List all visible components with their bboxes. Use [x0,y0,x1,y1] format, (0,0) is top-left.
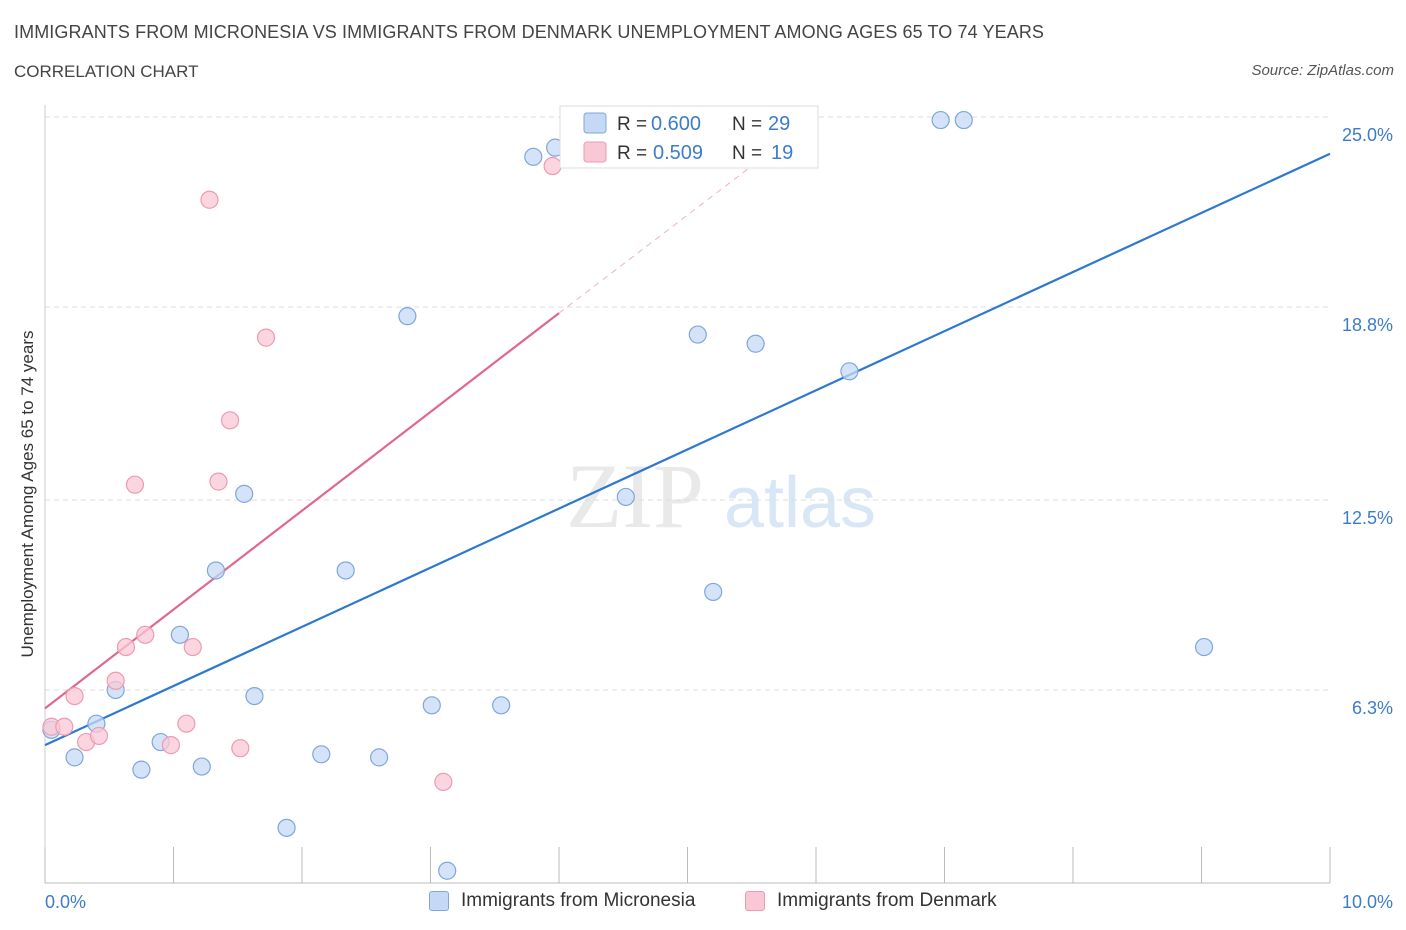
data-point-micronesia[interactable] [422,696,441,715]
y-tick-label: 25.0% [1342,125,1393,145]
legend-r-value: 0.509 [653,142,703,164]
gridlines [45,116,1330,691]
legend-n-label: N = [732,114,762,135]
data-point-denmark[interactable] [161,736,181,755]
y-tick-label: 18.8% [1342,315,1393,335]
data-point-denmark[interactable] [434,772,453,791]
watermark-atlas: atlas [724,463,876,543]
legend-label-micronesia: Immigrants from Micronesia [461,890,696,911]
data-point-micronesia[interactable] [438,861,457,880]
data-point-denmark[interactable] [200,190,219,209]
data-point-micronesia[interactable] [65,748,84,767]
y-tick-label: 12.5% [1342,508,1393,528]
legend-item-micronesia[interactable]: Immigrants from Micronesia [429,890,695,912]
x-tick-label: 10.0% [1342,892,1393,912]
legend-swatch-denmark [745,891,765,911]
trend-lines [44,152,1331,747]
chart-title: IMMIGRANTS FROM MICRONESIA VS IMMIGRANTS… [14,22,1045,42]
x-tick-label: 0.0% [45,892,86,912]
source-label: Source: ZipAtlas.com [1251,62,1394,79]
data-point-denmark[interactable] [177,714,196,733]
data-points [42,110,1214,880]
data-point-denmark[interactable] [125,475,145,494]
y-tick-label: 6.3% [1352,698,1393,718]
legend-r-label: R = [617,114,647,135]
trend-line-micronesia [44,152,1331,747]
data-point-denmark[interactable] [55,717,74,736]
data-point-micronesia[interactable] [931,110,950,130]
legend-n-label: N = [732,143,762,164]
legend-n-value: 19 [771,142,793,164]
data-point-micronesia[interactable] [277,818,296,837]
data-point-micronesia[interactable] [170,625,190,644]
legend-item-denmark[interactable]: Immigrants from Denmark [745,890,997,912]
legend-label-denmark: Immigrants from Denmark [777,890,997,911]
axes [44,105,1331,884]
data-point-denmark[interactable] [136,625,155,644]
data-point-micronesia[interactable] [1194,637,1214,657]
data-point-micronesia[interactable] [954,110,973,130]
chart-subtitle: CORRELATION CHART [14,62,199,81]
data-point-micronesia[interactable] [704,582,723,602]
data-point-micronesia[interactable] [245,686,264,706]
data-point-micronesia[interactable] [688,325,707,344]
data-point-micronesia[interactable] [398,307,417,326]
data-point-micronesia[interactable] [840,362,859,381]
legend-n-value: 29 [768,113,790,135]
data-point-denmark[interactable] [65,686,84,706]
data-point-denmark[interactable] [209,472,228,491]
data-point-micronesia[interactable] [336,561,355,580]
legend-swatch-micronesia [429,891,449,911]
data-point-denmark[interactable] [183,637,202,657]
watermark: ZIP atlas [566,445,876,547]
data-point-denmark[interactable] [543,156,562,176]
data-point-micronesia[interactable] [312,745,331,764]
data-point-denmark[interactable] [220,411,240,430]
data-point-denmark[interactable] [256,328,276,347]
legend-r-label: R = [617,143,647,164]
legend-swatch-micronesia [583,112,607,134]
data-point-denmark[interactable] [231,739,250,758]
data-point-micronesia[interactable] [235,484,254,503]
tick-labels: 25.0% 18.8% 12.5% 6.3% 0.0% 10.0% [45,125,1393,912]
data-point-micronesia[interactable] [524,147,543,166]
legend-swatch-denmark [583,141,607,163]
data-point-micronesia[interactable] [746,334,765,353]
watermark-zip: ZIP [566,445,704,547]
data-point-micronesia[interactable] [616,487,635,507]
data-point-denmark[interactable] [106,671,125,690]
data-point-micronesia[interactable] [132,760,151,779]
data-point-denmark[interactable] [89,726,109,746]
legend-r-value: 0.600 [651,113,701,135]
data-point-micronesia[interactable] [370,748,389,767]
trend-line-extension-denmark [558,165,753,314]
data-point-denmark[interactable] [116,637,136,657]
stats-legend: R = 0.600 N = 29 R = 0.509 N = 19 [559,105,819,169]
data-point-micronesia[interactable] [492,696,511,715]
data-point-micronesia[interactable] [206,561,226,580]
data-point-micronesia[interactable] [192,757,211,776]
